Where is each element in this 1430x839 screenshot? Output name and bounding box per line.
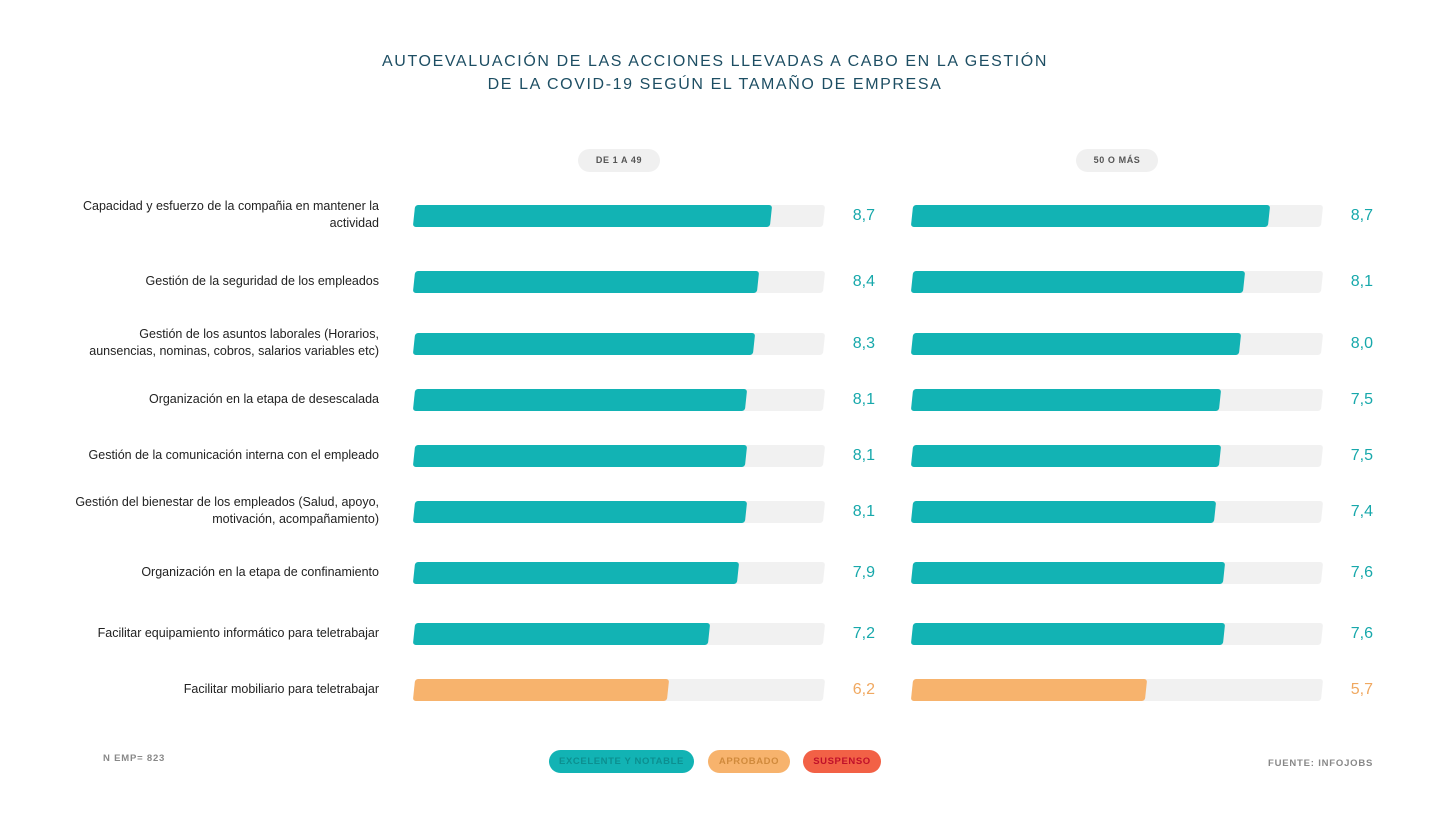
source-note: FUENTE: INFOJOBS bbox=[1268, 758, 1374, 769]
chart-title-line-2: DE LA COVID-19 SEGÚN EL TAMAÑO DE EMPRES… bbox=[487, 76, 943, 93]
bar-track bbox=[910, 562, 1324, 584]
data-label: 6,2 bbox=[852, 681, 875, 698]
category-label: Capacidad y esfuerzo de la compañia en m… bbox=[40, 198, 379, 232]
category-label-line: motivación, acompañamiento) bbox=[212, 512, 379, 526]
bar bbox=[910, 271, 1246, 293]
data-label: 8,3 bbox=[852, 335, 875, 352]
bar bbox=[910, 679, 1147, 701]
data-label: 7,5 bbox=[1350, 391, 1373, 408]
bar-track bbox=[910, 501, 1324, 523]
bar-track bbox=[910, 679, 1324, 701]
bar bbox=[910, 623, 1225, 645]
bar-track bbox=[910, 333, 1324, 355]
category-label-line: Capacidad y esfuerzo de la compañia en m… bbox=[82, 199, 379, 213]
bar bbox=[412, 271, 760, 293]
bar bbox=[412, 501, 748, 523]
category-label: Facilitar equipamiento informático para … bbox=[40, 625, 379, 642]
bar-track bbox=[910, 623, 1324, 645]
bar bbox=[412, 333, 756, 355]
category-label-line: Gestión del bienestar de los empleados (… bbox=[75, 495, 379, 509]
category-label-line: Gestión de la seguridad de los empleados bbox=[145, 273, 379, 288]
category-label-line: Organización en la etapa de confinamient… bbox=[141, 564, 379, 579]
bar-track bbox=[910, 205, 1324, 227]
category-label-line: Facilitar mobiliario para teletrabajar bbox=[183, 681, 379, 696]
bar-track bbox=[910, 271, 1324, 293]
category-label-line: actividad bbox=[329, 216, 379, 230]
data-label: 7,5 bbox=[1350, 447, 1373, 464]
bar bbox=[910, 389, 1221, 411]
category-label: Gestión de los asuntos laborales (Horari… bbox=[40, 326, 379, 360]
category-label: Gestión de la seguridad de los empleados bbox=[40, 273, 379, 290]
bar bbox=[910, 445, 1221, 467]
category-label: Organización en la etapa de confinamient… bbox=[40, 564, 379, 581]
bar-track bbox=[910, 389, 1324, 411]
data-label: 7,4 bbox=[1350, 503, 1373, 520]
bar bbox=[412, 562, 740, 584]
data-label: 8,7 bbox=[1350, 207, 1373, 224]
bar-track bbox=[910, 445, 1324, 467]
bar-track bbox=[412, 389, 826, 411]
category-label: Gestión de la comunicación interna con e… bbox=[40, 447, 379, 464]
bar-track bbox=[412, 679, 826, 701]
legend-item-suspenso: SUSPENSO bbox=[803, 750, 881, 773]
category-label-line: Organización en la etapa de desescalada bbox=[148, 391, 379, 406]
data-label: 8,1 bbox=[1350, 273, 1373, 290]
category-label: Organización en la etapa de desescalada bbox=[40, 391, 379, 408]
group-header-small: DE 1 A 49 bbox=[578, 149, 660, 172]
category-label-line: Gestión de la comunicación interna con e… bbox=[88, 447, 379, 462]
data-label: 8,4 bbox=[852, 273, 875, 290]
data-label: 5,7 bbox=[1350, 681, 1373, 698]
data-label: 8,7 bbox=[852, 207, 875, 224]
category-label-line: Facilitar equipamiento informático para … bbox=[97, 625, 379, 640]
bar bbox=[910, 562, 1225, 584]
group-header-large: 50 O MÁS bbox=[1076, 149, 1158, 172]
data-label: 7,6 bbox=[1350, 564, 1373, 581]
category-label: Gestión del bienestar de los empleados (… bbox=[40, 494, 379, 528]
legend-item-aprobado: APROBADO bbox=[708, 750, 790, 773]
bar bbox=[412, 445, 748, 467]
data-label: 8,1 bbox=[852, 447, 875, 464]
bar-track bbox=[412, 562, 826, 584]
bar-track bbox=[412, 333, 826, 355]
bar bbox=[910, 333, 1242, 355]
sample-size-note: N EMP= 823 bbox=[103, 753, 166, 764]
bar-track bbox=[412, 271, 826, 293]
bar bbox=[412, 389, 748, 411]
category-label: Facilitar mobiliario para teletrabajar bbox=[40, 681, 379, 698]
bar bbox=[412, 623, 711, 645]
data-label: 8,1 bbox=[852, 503, 875, 520]
data-label: 7,6 bbox=[1350, 625, 1373, 642]
data-label: 7,2 bbox=[852, 625, 875, 642]
chart-title: AUTOEVALUACIÓN DE LAS ACCIONES LLEVADAS … bbox=[0, 50, 1430, 96]
bar-track bbox=[412, 445, 826, 467]
bar bbox=[910, 501, 1217, 523]
bar bbox=[910, 205, 1270, 227]
data-label: 8,0 bbox=[1350, 335, 1373, 352]
chart-title-line-1: AUTOEVALUACIÓN DE LAS ACCIONES LLEVADAS … bbox=[382, 53, 1048, 70]
category-label-line: Gestión de los asuntos laborales (Horari… bbox=[139, 327, 379, 341]
bar bbox=[412, 679, 670, 701]
bar-track bbox=[412, 623, 826, 645]
category-label-line: aunsencias, nominas, cobros, salarios va… bbox=[89, 344, 379, 358]
bar-track bbox=[412, 205, 826, 227]
legend-item-excelente: EXCELENTE Y NOTABLE bbox=[549, 750, 694, 773]
bar bbox=[412, 205, 772, 227]
data-label: 8,1 bbox=[852, 391, 875, 408]
data-label: 7,9 bbox=[852, 564, 875, 581]
bar-track bbox=[412, 501, 826, 523]
